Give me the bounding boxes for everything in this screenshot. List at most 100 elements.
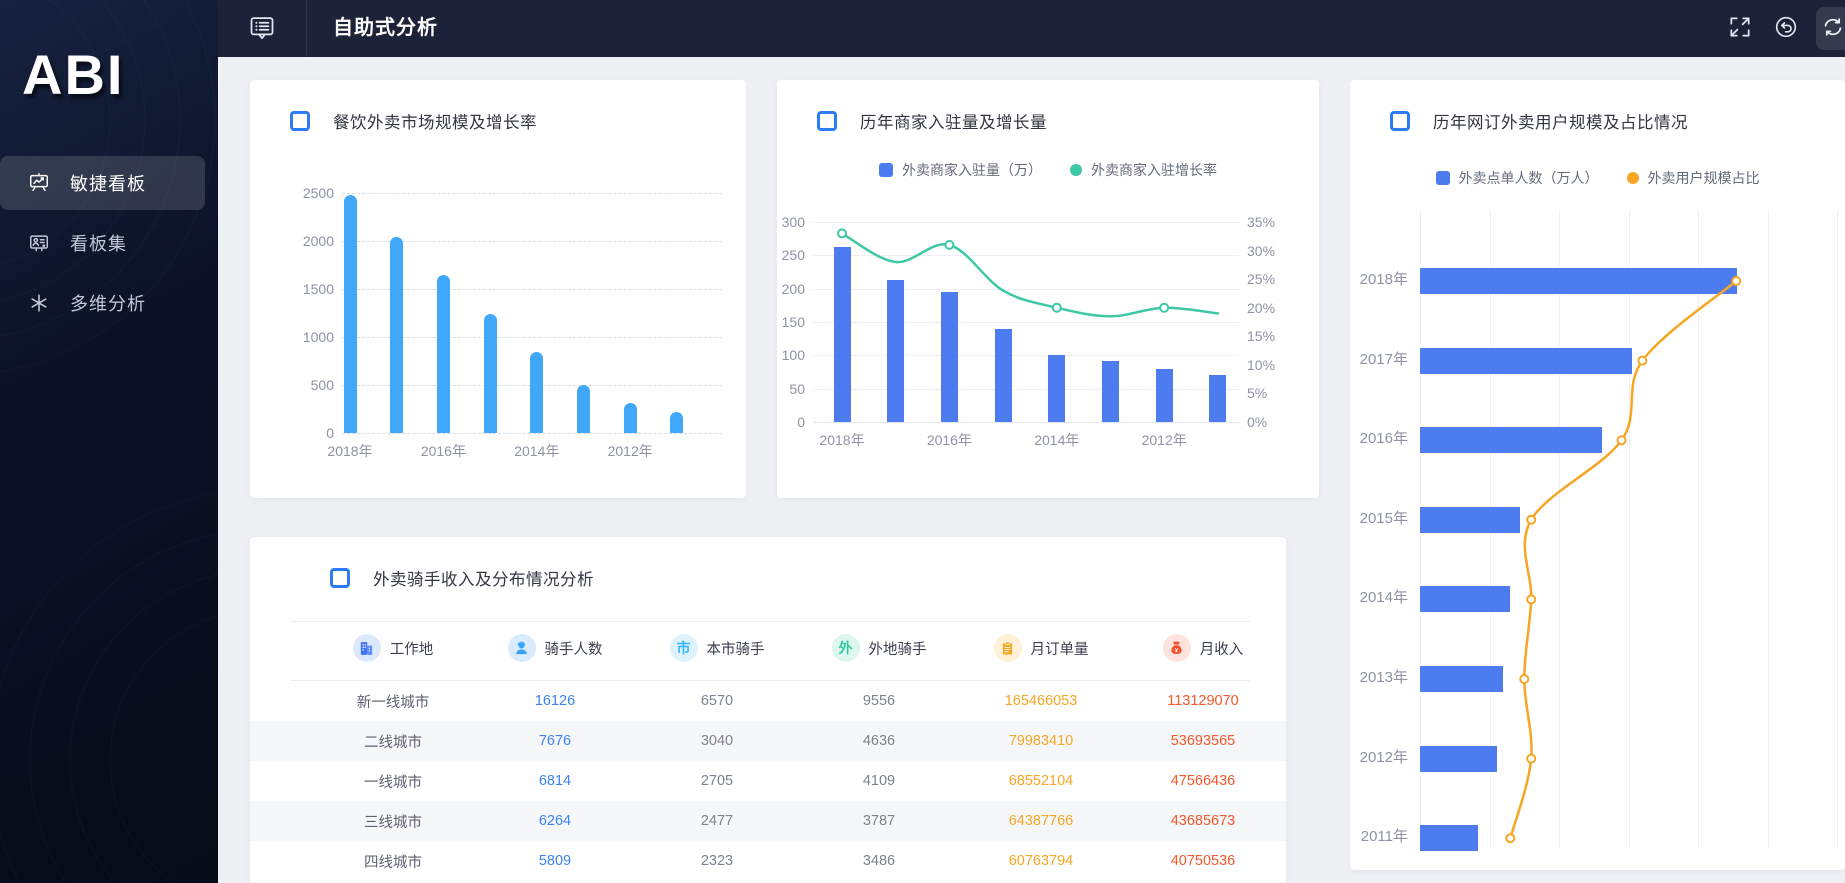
bar <box>1420 666 1503 692</box>
value-cell[interactable]: 16126 <box>534 693 576 709</box>
table-row: 三线城市 6264 2477 3787 64387766 43685673 <box>250 801 1286 841</box>
column-header-2[interactable]: 骑手人数 <box>474 631 636 665</box>
value-cell[interactable]: 6814 <box>538 773 572 789</box>
column-header-1[interactable]: 工作地 <box>312 631 474 665</box>
value-cell[interactable]: 6264 <box>538 813 572 829</box>
column-header-label: 月订单量 <box>1030 641 1089 658</box>
line-marker <box>1637 355 1648 366</box>
line-marker <box>1159 302 1170 313</box>
header-divider <box>306 0 307 57</box>
legend-label: 外卖商家入驻量（万） <box>902 162 1042 178</box>
right-axis-label: 5% <box>1247 385 1268 402</box>
bar <box>1155 368 1173 422</box>
city-cell: 四线城市 <box>364 854 422 871</box>
y-axis-label: 2011年 <box>1360 828 1408 846</box>
legend-swatch <box>879 163 893 177</box>
combo-chart-canvas[interactable]: 0 50 100 150 200 250 300 0% 5% 10% 15% 20% 25% 30% 35%… <box>777 80 1319 498</box>
value-cell: 3040 <box>700 733 734 749</box>
bar-chart-canvas[interactable]: 0 500 1000 1500 2000 2500 2018年 2016年 2014年 2012年 <box>250 80 746 498</box>
board-set-icon <box>28 232 50 254</box>
gridline <box>342 289 722 290</box>
agile-board-icon <box>28 172 50 194</box>
bar <box>1420 506 1521 533</box>
right-axis-label: 20% <box>1247 299 1276 316</box>
value-cell: 79983410 <box>1008 733 1074 749</box>
column-header-3[interactable]: 市本市骑手 <box>636 631 798 665</box>
bar <box>623 403 637 433</box>
y-axis-label: 2014年 <box>1359 589 1408 607</box>
column-header-label: 外地骑手 <box>868 641 927 658</box>
line-marker <box>1526 594 1537 605</box>
column-header-label: 骑手人数 <box>544 641 603 658</box>
sidebar-item-board-set[interactable]: 看板集 <box>0 213 218 273</box>
y-axis-label: 2013年 <box>1359 669 1408 686</box>
x-axis-label: 2018年 <box>819 432 865 448</box>
column-header-label: 月收入 <box>1199 641 1244 658</box>
right-axis-label: 15% <box>1247 328 1276 345</box>
bar <box>1048 355 1066 422</box>
card-takeout-market: 餐饮外卖市场规模及增长率 0 500 1000 1500 2000 2500 2018年 20… <box>250 80 746 498</box>
right-axis-label: 0% <box>1247 414 1268 430</box>
app-logo[interactable]: ABI <box>22 43 125 106</box>
card-checkbox-icon[interactable] <box>1390 111 1410 131</box>
value-cell: 113129070 <box>1167 693 1239 709</box>
comment-list-icon[interactable] <box>248 14 276 42</box>
char-shi-icon: 市 <box>669 634 698 662</box>
city-cell: 二线城市 <box>364 734 422 751</box>
value-cell[interactable]: 5809 <box>538 853 572 869</box>
undo-icon[interactable] <box>1773 14 1801 42</box>
sidebar-item-agile-board[interactable]: 敏捷看板 <box>0 153 218 213</box>
legend-item-user-count[interactable]: 外卖点单人数（万人） <box>1435 168 1599 188</box>
bar <box>1420 347 1632 374</box>
legend-item-user-share[interactable]: 外卖用户规模占比 <box>1626 168 1760 188</box>
chart-legend: 外卖商家入驻量（万） 外卖商家入驻增长率 <box>777 160 1319 180</box>
y-axis-label: 500 <box>310 377 334 393</box>
gridline <box>342 241 722 242</box>
gridline <box>813 288 1239 290</box>
column-header-5[interactable]: 月订单量 <box>960 631 1122 665</box>
table-separator <box>290 621 1250 622</box>
sidebar-item-label: 多维分析 <box>70 294 146 314</box>
legend-item-merchant-count[interactable]: 外卖商家入驻量（万） <box>879 160 1042 180</box>
card-rider-table: 外卖骑手收入及分布情况分析 工作地 骑手人数市本市骑手外外地骑手 月订单量 ¥ 月收入 … <box>250 537 1286 883</box>
column-header-4[interactable]: 外外地骑手 <box>798 631 960 665</box>
bar <box>670 411 684 433</box>
bar <box>1420 268 1737 294</box>
x-axis-label: 2012年 <box>1141 432 1187 448</box>
city-cell: 新一线城市 <box>356 694 430 711</box>
line-marker <box>1526 753 1537 764</box>
gridline <box>342 337 722 338</box>
sidebar: ABI 敏捷看板 <box>0 0 218 883</box>
horizontal-bar-chart-canvas[interactable]: 2018年 2017年 2016年 2015年 2014年 2013年 2012年 2011年 <box>1350 80 1845 870</box>
x-axis-label: 2016年 <box>420 443 466 459</box>
city-cell: 一线城市 <box>364 774 422 791</box>
page-title: 自助式分析 <box>333 17 438 39</box>
value-cell: 2323 <box>700 853 734 869</box>
card-merchant-entry: 历年商家入驻量及增长量 外卖商家入驻量（万） 外卖商家入驻增长率 0 50 100 1… <box>777 80 1319 498</box>
value-cell: 4109 <box>862 773 896 789</box>
char-wai-icon: 外 <box>831 634 860 662</box>
table-body: 新一线城市 16126 6570 9556 165466053 113129070 二线城市… <box>250 681 1286 881</box>
value-cell[interactable]: 7676 <box>538 733 572 749</box>
gridline <box>1837 210 1838 848</box>
sidebar-nav: 敏捷看板 看板集 <box>0 153 218 333</box>
card-checkbox-icon[interactable] <box>290 111 310 131</box>
left-axis-label: 300 <box>781 214 805 230</box>
refresh-icon[interactable] <box>1820 14 1845 42</box>
bar <box>577 385 590 433</box>
fullscreen-icon[interactable] <box>1727 14 1755 42</box>
value-cell: 3787 <box>862 813 896 829</box>
legend-item-merchant-growth[interactable]: 外卖商家入驻增长率 <box>1070 160 1217 180</box>
legend-swatch <box>1070 164 1082 176</box>
left-axis-label: 200 <box>781 280 805 297</box>
value-cell: 6570 <box>700 693 734 709</box>
card-checkbox-icon[interactable] <box>817 111 837 131</box>
column-header-label: 本市骑手 <box>706 641 765 658</box>
value-cell: 4636 <box>862 733 896 749</box>
left-axis-label: 100 <box>781 347 805 364</box>
card-checkbox-icon[interactable] <box>330 568 350 588</box>
gridline <box>813 422 1239 423</box>
svg-text:¥: ¥ <box>1175 647 1179 653</box>
sidebar-item-multidim-analysis[interactable]: 多维分析 <box>0 273 218 333</box>
column-header-6[interactable]: ¥ 月收入 <box>1122 631 1284 665</box>
